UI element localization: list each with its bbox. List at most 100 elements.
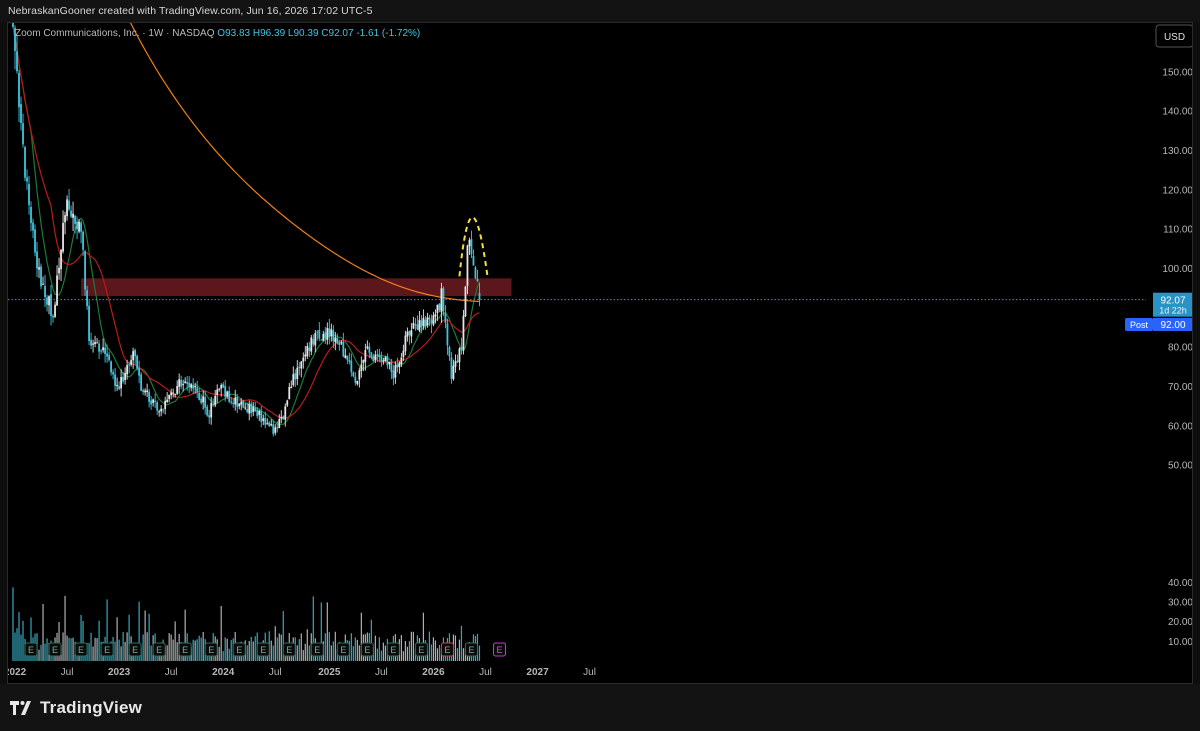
- earnings-marker[interactable]: E: [360, 642, 374, 657]
- earnings-marker[interactable]: E: [256, 642, 270, 657]
- candle: [420, 315, 423, 334]
- volume-bar: [122, 631, 124, 661]
- candle-body: [346, 355, 349, 361]
- earnings-marker[interactable]: E: [310, 642, 324, 657]
- volume-bar: [350, 633, 352, 661]
- candle: [234, 389, 237, 411]
- volume-bar: [184, 609, 186, 661]
- earnings-marker[interactable]: E: [440, 642, 454, 657]
- candle-body: [456, 360, 459, 363]
- earnings-marker[interactable]: E: [232, 642, 246, 657]
- earnings-marker-box: [48, 642, 62, 657]
- candle: [106, 344, 108, 363]
- volume-bar: [408, 641, 410, 661]
- currency-button-label: USD: [1164, 32, 1185, 43]
- earnings-marker[interactable]: E: [204, 642, 218, 657]
- candle-body: [420, 320, 423, 328]
- attribution-text: NebraskanGooner created with TradingView…: [8, 5, 373, 17]
- earnings-marker-label: E: [78, 645, 84, 655]
- candle-body: [240, 401, 243, 405]
- candle-body: [410, 330, 413, 337]
- earnings-marker[interactable]: E: [100, 642, 114, 657]
- earnings-marker[interactable]: E: [152, 642, 166, 657]
- earnings-marker[interactable]: E: [414, 642, 428, 657]
- price-chart[interactable]: 150.00140.00130.00120.00110.00100.0090.0…: [8, 23, 1192, 683]
- earnings-marker[interactable]: E: [178, 642, 192, 657]
- earnings-marker[interactable]: E: [492, 642, 506, 657]
- candle: [120, 369, 123, 397]
- candle: [294, 369, 297, 388]
- candle: [468, 237, 471, 256]
- candle: [280, 410, 283, 424]
- candle: [262, 414, 265, 426]
- earnings-marker-label: E: [418, 645, 424, 655]
- earnings-marker-box: [464, 642, 478, 657]
- candle-body: [294, 373, 297, 380]
- earnings-marker[interactable]: E: [464, 642, 478, 657]
- candle: [72, 201, 74, 232]
- candle-body: [390, 362, 393, 372]
- candle-body: [320, 339, 323, 341]
- candle: [174, 393, 177, 398]
- candle: [412, 316, 415, 330]
- candle-body: [122, 376, 125, 382]
- earnings-marker[interactable]: E: [74, 642, 88, 657]
- candle: [204, 390, 207, 415]
- candle-body: [196, 387, 199, 393]
- time-axis-tick-label: Jul: [375, 667, 388, 678]
- earnings-marker[interactable]: E: [336, 642, 350, 657]
- earnings-marker-box: [128, 642, 142, 657]
- candle: [254, 401, 257, 413]
- volume-bar: [320, 602, 322, 661]
- candle: [466, 244, 469, 295]
- candle: [16, 34, 18, 74]
- volume-bar: [254, 636, 256, 661]
- earnings-marker[interactable]: E: [282, 642, 296, 657]
- candle: [478, 282, 481, 307]
- currency-button[interactable]: USD: [1155, 24, 1192, 48]
- candle-body: [380, 356, 383, 362]
- candle: [96, 338, 98, 344]
- volume-bar: [58, 622, 60, 661]
- candle-body: [326, 327, 329, 340]
- candle: [142, 388, 145, 395]
- candle: [214, 389, 217, 408]
- candle: [104, 342, 106, 363]
- volume-bar: [410, 631, 412, 661]
- earnings-marker[interactable]: E: [48, 642, 62, 657]
- candle-body: [78, 221, 80, 232]
- candle: [82, 230, 84, 256]
- price-axis-tick-label: 150.00: [1162, 67, 1192, 78]
- candle-body: [352, 372, 355, 377]
- candle: [164, 396, 167, 415]
- time-axis-tick-label: Jul: [269, 667, 282, 678]
- candle-body: [62, 223, 64, 252]
- candle: [26, 169, 28, 190]
- volume-bar: [66, 635, 68, 661]
- candle-body: [468, 239, 471, 247]
- candle-body: [454, 361, 457, 367]
- earnings-marker-label: E: [156, 645, 162, 655]
- price-axis-tick-label: 80.00: [1168, 343, 1192, 354]
- candle: [20, 96, 22, 131]
- earnings-marker-box: [282, 642, 296, 657]
- candle: [400, 353, 403, 367]
- candle-body: [334, 337, 337, 343]
- candle: [296, 360, 299, 386]
- tradingview-logo[interactable]: TradingView: [10, 698, 142, 718]
- earnings-marker-label: E: [208, 645, 214, 655]
- earnings-marker[interactable]: E: [24, 642, 38, 657]
- candle-body: [328, 328, 331, 337]
- chart-area[interactable]: 150.00140.00130.00120.00110.00100.0090.0…: [7, 22, 1193, 684]
- candle-body: [50, 294, 52, 316]
- earnings-marker[interactable]: E: [386, 642, 400, 657]
- earnings-marker[interactable]: E: [128, 642, 142, 657]
- earnings-marker-label: E: [104, 645, 110, 655]
- volume-bar: [402, 651, 404, 661]
- earnings-marker-label: E: [260, 645, 266, 655]
- candle-body: [464, 286, 467, 317]
- candle-body: [434, 314, 437, 317]
- candle-body: [98, 343, 100, 352]
- symbol-legend[interactable]: Zoom Communications, Inc. · 1W · NASDAQ …: [15, 28, 420, 39]
- volume-bar: [460, 625, 463, 661]
